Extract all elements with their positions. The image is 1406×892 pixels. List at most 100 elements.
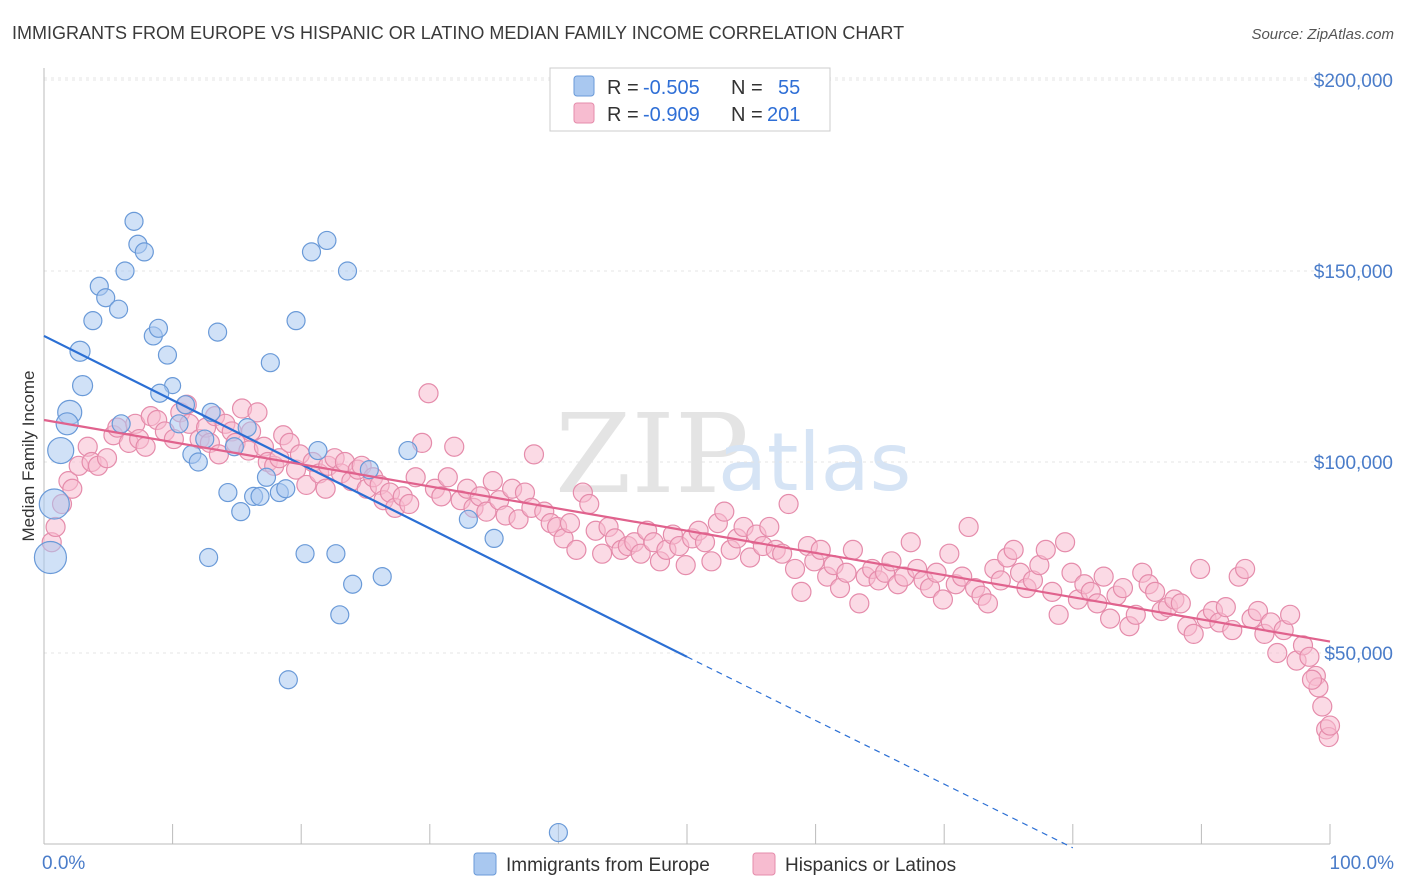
europe-point xyxy=(195,429,215,449)
europe-point xyxy=(250,486,270,506)
europe-trendline xyxy=(43,334,688,658)
hispanics-trendline xyxy=(43,418,1331,643)
legend-r-label-europe: R = xyxy=(607,77,639,99)
hispanics-point xyxy=(701,551,722,572)
bottom-legend-label-hispanics: Hispanics or Latinos xyxy=(785,855,956,876)
hispanics-point xyxy=(1215,597,1236,618)
legend-n-value-europe: 55 xyxy=(778,77,800,99)
hispanics-point xyxy=(96,448,118,469)
hispanics-point xyxy=(1280,604,1301,625)
hispanics-point xyxy=(437,467,458,488)
europe-point xyxy=(337,261,358,281)
hispanics-point xyxy=(559,513,581,534)
hispanics-point xyxy=(1061,562,1082,583)
hispanics-point xyxy=(694,532,716,553)
hispanics-point xyxy=(791,581,812,602)
hispanics-point xyxy=(45,516,66,538)
hispanics-point xyxy=(714,501,735,522)
y-tick-label: $50,000 xyxy=(1324,644,1393,665)
europe-point xyxy=(308,440,328,461)
hispanics-point xyxy=(1319,715,1341,736)
legend-top: R = -0.505 N = 55 R = -0.909 N = 201 xyxy=(549,67,831,132)
legend-n-value-hispanics: 201 xyxy=(767,104,800,126)
hispanics-point xyxy=(836,562,857,583)
legend-bottom: Immigrants from Europe Hispanics or Lati… xyxy=(473,852,956,876)
europe-point xyxy=(33,540,68,575)
europe-point xyxy=(276,479,296,499)
hispanics-point xyxy=(399,493,420,515)
hispanics-point xyxy=(247,402,268,423)
hispanics-point xyxy=(418,383,439,404)
europe-point xyxy=(301,242,322,262)
europe-point xyxy=(278,670,298,690)
hispanics-point xyxy=(1247,600,1269,622)
hispanics-point xyxy=(675,555,696,576)
europe-point xyxy=(398,440,418,461)
hispanics-point xyxy=(1190,558,1211,580)
europe-point xyxy=(484,528,504,549)
hispanics-point xyxy=(523,444,545,465)
chart-title: IMMIGRANTS FROM EUROPE VS HISPANIC OR LA… xyxy=(12,23,904,43)
europe-point xyxy=(111,414,131,434)
legend-box xyxy=(549,67,831,132)
hispanics-point xyxy=(579,493,600,515)
europe-point xyxy=(188,452,208,472)
europe-point xyxy=(108,299,129,319)
europe-point xyxy=(256,467,277,487)
europe-point xyxy=(38,488,70,520)
bottom-legend-swatch-hispanics xyxy=(752,852,776,876)
europe-point xyxy=(175,395,196,415)
hispanics-point xyxy=(958,516,979,538)
europe-point xyxy=(124,211,144,231)
legend-swatch-europe xyxy=(573,75,595,97)
trendlines xyxy=(43,334,1331,849)
europe-point xyxy=(458,509,478,529)
legend-r-value-europe: -0.505 xyxy=(643,77,700,99)
hispanics-point xyxy=(1170,593,1191,614)
hispanics-point xyxy=(508,509,529,530)
europe-point xyxy=(148,318,169,338)
watermark: ZIP atlas xyxy=(555,390,911,518)
y-tick-label: $100,000 xyxy=(1314,453,1393,474)
hispanics-point xyxy=(1312,696,1333,717)
hispanics-point xyxy=(135,436,156,457)
hispanics-point xyxy=(1054,532,1076,553)
europe-point xyxy=(260,353,280,373)
axes xyxy=(43,68,1331,845)
hispanics-point xyxy=(1145,581,1166,602)
hispanics-point xyxy=(778,493,799,515)
europe-point xyxy=(330,605,350,625)
europe-point xyxy=(231,502,251,522)
hispanics-point xyxy=(630,543,651,564)
legend-r-label-hispanics: R = xyxy=(607,104,639,126)
europe-point xyxy=(208,322,228,342)
hispanics-point xyxy=(739,547,761,568)
chart-source: Source: ZipAtlas.com xyxy=(1251,26,1394,43)
europe-point xyxy=(157,345,178,365)
legend-n-label-europe: N = xyxy=(731,77,763,99)
hispanics-point xyxy=(932,589,954,610)
europe-point xyxy=(134,242,154,262)
europe-point xyxy=(71,375,94,397)
europe-point xyxy=(295,544,315,564)
hispanics-point xyxy=(1093,566,1114,587)
legend-swatch-hispanics xyxy=(573,102,595,124)
hispanics-point xyxy=(1048,604,1069,625)
europe-point xyxy=(343,574,363,594)
bottom-legend-swatch-europe xyxy=(473,852,497,876)
europe-point xyxy=(169,414,189,434)
hispanics-point xyxy=(1267,642,1288,664)
hispanics-point xyxy=(900,532,921,553)
hispanics-point xyxy=(1099,608,1121,629)
hispanics-point xyxy=(566,539,587,560)
europe-point xyxy=(115,261,135,281)
europe-point xyxy=(359,460,379,480)
hispanics-point xyxy=(405,467,426,488)
x-tick-label-max: 100.0% xyxy=(1330,853,1395,874)
hispanics-point xyxy=(784,558,806,580)
hispanics-point xyxy=(482,471,503,492)
europe-point xyxy=(96,288,116,308)
europe-point xyxy=(199,547,219,568)
hispanics-point xyxy=(1235,558,1256,580)
hispanics-point xyxy=(1035,539,1056,560)
